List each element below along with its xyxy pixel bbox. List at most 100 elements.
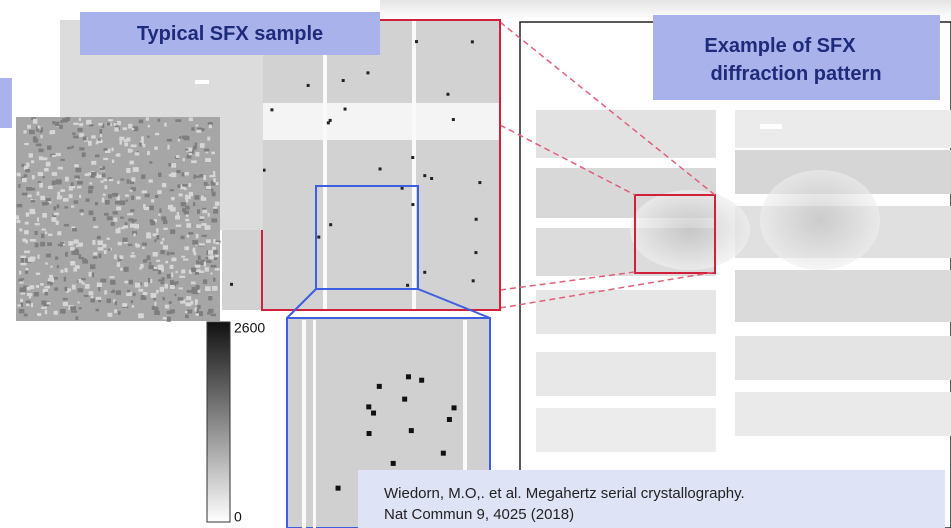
texture — [203, 279, 207, 284]
texture — [119, 137, 124, 141]
texture — [478, 181, 481, 184]
texture — [79, 147, 84, 150]
texture — [117, 121, 121, 125]
texture — [406, 284, 409, 287]
texture — [20, 299, 23, 303]
texture — [124, 267, 129, 272]
texture — [195, 272, 199, 275]
texture — [19, 287, 25, 292]
texture — [175, 215, 180, 219]
texture — [165, 305, 169, 309]
texture — [156, 260, 160, 262]
texture — [79, 118, 81, 121]
texture — [215, 255, 219, 257]
texture — [84, 295, 89, 297]
texture — [98, 300, 101, 302]
texture — [170, 285, 175, 289]
texture — [58, 167, 63, 170]
texture — [307, 84, 310, 87]
texture — [98, 254, 101, 259]
texture — [195, 285, 199, 290]
texture — [138, 313, 144, 318]
texture — [409, 428, 414, 433]
texture — [185, 315, 189, 318]
texture — [98, 139, 101, 141]
texture — [36, 129, 38, 132]
texture — [198, 256, 201, 260]
texture — [38, 181, 41, 183]
texture — [185, 311, 187, 313]
texture — [171, 163, 176, 168]
texture — [16, 215, 19, 219]
texture — [68, 241, 73, 246]
texture — [211, 189, 213, 192]
texture — [51, 217, 56, 222]
texture — [475, 218, 478, 221]
texture — [211, 265, 217, 268]
texture — [441, 451, 446, 456]
texture — [195, 299, 198, 303]
texture — [64, 206, 68, 208]
texture — [39, 183, 43, 188]
texture — [117, 153, 120, 157]
texture — [70, 306, 76, 310]
texture — [162, 217, 166, 220]
texture — [86, 120, 91, 125]
texture — [128, 244, 132, 246]
texture — [171, 172, 176, 177]
texture — [82, 258, 87, 261]
texture — [63, 198, 69, 202]
texture — [136, 244, 140, 248]
texture — [329, 223, 332, 226]
texture — [97, 175, 102, 178]
texture — [176, 281, 178, 284]
texture — [51, 278, 54, 283]
texture — [19, 228, 22, 231]
texture — [154, 146, 158, 149]
texture — [185, 195, 188, 200]
texture — [344, 108, 347, 111]
texture — [40, 196, 45, 200]
texture — [196, 130, 201, 133]
texture — [18, 184, 20, 188]
texture — [92, 272, 94, 277]
texture — [117, 262, 120, 267]
texture — [213, 178, 216, 182]
texture — [213, 278, 215, 282]
texture — [75, 265, 80, 269]
texture — [160, 241, 163, 244]
texture — [206, 239, 211, 243]
texture — [169, 301, 172, 304]
texture — [128, 124, 132, 129]
texture — [118, 311, 121, 315]
texture — [77, 181, 83, 185]
texture — [196, 224, 201, 228]
texture — [73, 136, 79, 139]
texture — [181, 256, 185, 258]
colorbar-max: 2600 — [234, 320, 265, 336]
texture — [102, 198, 105, 203]
texture — [31, 303, 33, 307]
texture — [24, 174, 28, 177]
texture — [211, 218, 217, 222]
texture — [205, 286, 211, 291]
texture — [182, 172, 185, 176]
texture — [56, 221, 59, 225]
texture — [154, 239, 156, 242]
texture — [125, 222, 128, 225]
texture — [17, 304, 21, 306]
texture — [196, 124, 199, 126]
texture — [178, 297, 184, 300]
texture — [157, 190, 161, 194]
texture — [163, 228, 167, 230]
texture — [97, 240, 103, 245]
texture — [21, 258, 24, 263]
texture — [43, 157, 48, 160]
texture — [147, 136, 149, 138]
texture — [195, 265, 200, 268]
texture — [79, 133, 84, 137]
texture — [193, 202, 195, 206]
texture — [154, 302, 156, 307]
texture — [201, 235, 207, 237]
texture — [136, 196, 141, 199]
